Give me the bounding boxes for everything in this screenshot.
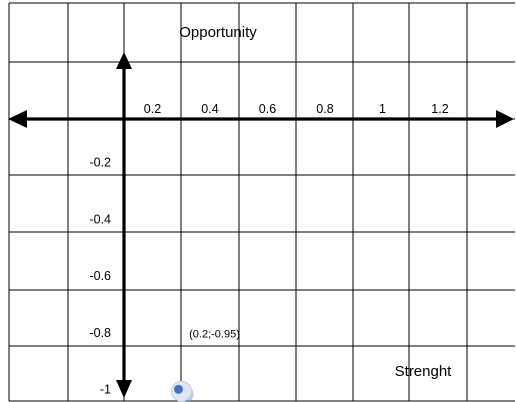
cell-grid — [8, 2, 515, 402]
labels: Opportunity Strenght 0.2 0.4 0.6 0.8 1 1.2 -0.… — [89, 24, 452, 397]
y-axis-bottom-arrow — [116, 380, 132, 398]
data-points: (0.2;-0.95) — [171, 328, 240, 402]
x-axis-left-arrow — [8, 110, 27, 128]
x-tick-label: 1 — [379, 102, 386, 116]
x-tick-label: 1.2 — [431, 102, 448, 116]
y-tick-label: -0.6 — [89, 269, 111, 283]
x-tick-label: 0.8 — [316, 102, 333, 116]
y-axis-top-arrow — [116, 52, 132, 69]
y-tick-label: -1 — [100, 383, 111, 397]
point-annotation: (0.2;-0.95) — [189, 328, 240, 340]
x-tick-label: 0.4 — [201, 102, 218, 116]
x-axis-label: Strenght — [395, 363, 453, 380]
x-tick-label: 0.6 — [259, 102, 276, 116]
chart-title: Opportunity — [179, 24, 257, 41]
axes — [8, 52, 514, 398]
x-axis-right-arrow — [496, 110, 514, 128]
y-tick-label: -0.8 — [89, 326, 111, 340]
x-tick-label: 0.2 — [144, 102, 161, 116]
y-tick-label: -0.2 — [89, 156, 111, 170]
y-tick-label: -0.4 — [89, 212, 111, 226]
data-point — [174, 384, 183, 394]
